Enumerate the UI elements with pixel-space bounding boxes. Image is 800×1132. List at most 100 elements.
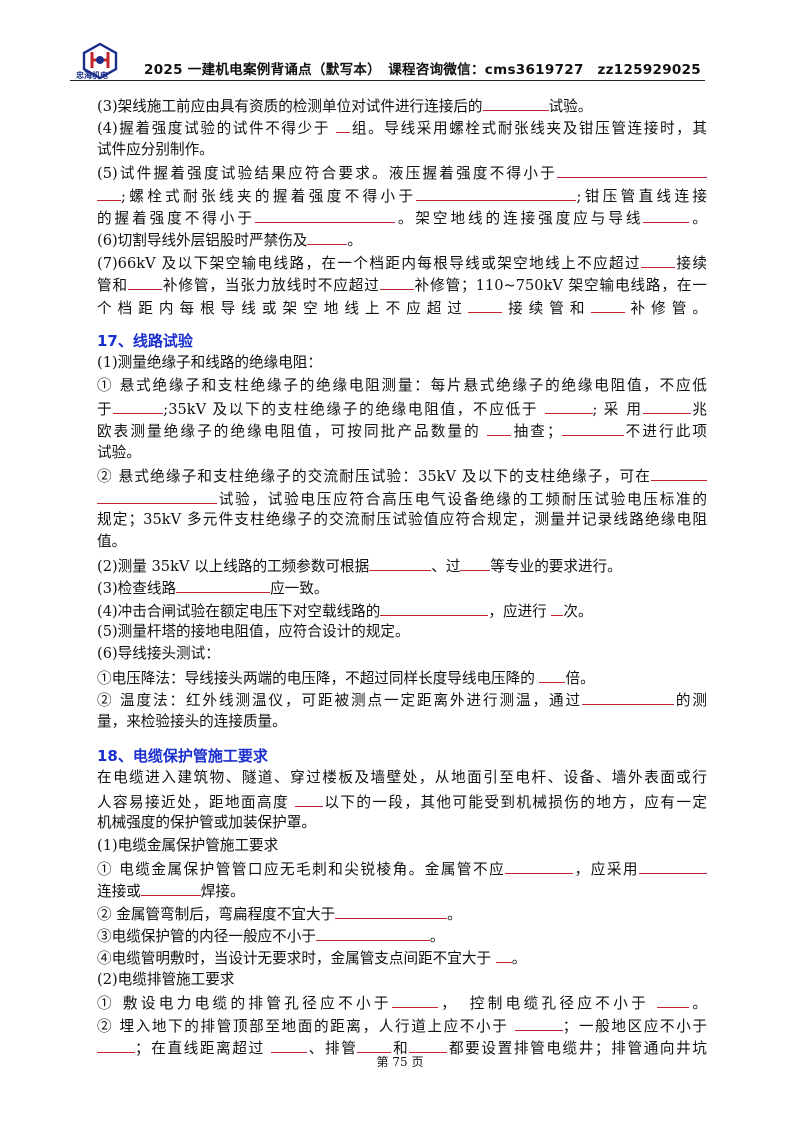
fill-in-blank[interactable] — [295, 790, 324, 807]
line-text: 。 — [447, 905, 462, 923]
text-line: (4)握着强度试验的试件不得少于 组。导线采用螺栓式耐张线夹及钳压管连接时，其 — [97, 116, 707, 138]
line-text: 补修管；110~750kV 架空输电线路，在一 — [413, 277, 707, 295]
fill-in-blank[interactable] — [416, 184, 577, 201]
text-line: 个档距内每根导线或架空地线上不应超过 接续管和 补修管。 — [97, 296, 707, 318]
fill-in-blank[interactable] — [379, 273, 414, 291]
fill-in-blank[interactable] — [641, 251, 676, 268]
fill-in-blank[interactable] — [409, 1036, 448, 1054]
line-text: 在电缆进入建筑物、隧道、穿过楼板及墙壁处，从地面引至电杆、设备、墙外表面或行 — [97, 769, 707, 787]
fill-in-blank[interactable] — [97, 1036, 135, 1054]
line-text: 和 — [391, 1040, 410, 1058]
fill-in-blank[interactable] — [140, 879, 201, 897]
fill-in-blank[interactable] — [315, 924, 430, 942]
line-text: ；一般地区应不小于 — [562, 1017, 707, 1035]
fill-in-blank[interactable] — [544, 397, 593, 415]
fill-in-blank[interactable] — [460, 554, 491, 571]
fill-in-blank[interactable] — [336, 116, 351, 134]
text-line: 在电缆进入建筑物、隧道、穿过楼板及墙壁处，从地面引至电杆、设备、墙外表面或行 — [97, 767, 707, 789]
text-line: (3)检查线路 应一致。 — [97, 576, 707, 598]
fill-in-blank[interactable] — [127, 273, 162, 291]
line-text: ④电缆管明敷时，当设计无要求时，金属管支点间距不宜大于 — [97, 950, 496, 968]
line-text: (4)握着强度试验的试件不得少于 — [97, 120, 337, 138]
line-text: 试验。 — [548, 98, 593, 115]
fill-in-blank[interactable] — [643, 206, 690, 223]
line-text: 。 — [689, 209, 707, 227]
line-text: (7)66kV 及以下架空输电线路，在一个档距内每根导线或架空地线上不应超过 — [97, 254, 642, 272]
fill-in-blank[interactable] — [113, 397, 164, 415]
fill-in-blank[interactable] — [539, 666, 566, 683]
text-line: ② 温度法：红外线测温仪，可距被测点一定距离外进行测温，通过 的测 — [97, 688, 707, 710]
line-text: (1)电缆金属保护管施工要求 — [97, 836, 279, 854]
line-text: ① 电缆金属保护管管口应无毛刺和尖锐棱角。金属管不应 — [97, 860, 506, 878]
line-text: ① 悬式绝缘子和支柱绝缘子的绝缘电阻测量：每片悬式绝缘子的绝缘电阻值，不应低 — [97, 376, 707, 394]
line-text: 值。 — [97, 533, 127, 551]
line-text: (3)检查线路 — [97, 580, 177, 598]
text-line: 的握着强度不得小于 。架空地线的连接强度应与导线 。 — [97, 206, 707, 228]
fill-in-blank[interactable] — [307, 228, 348, 246]
line-text: 。架空地线的连接强度应与导线 — [394, 209, 644, 227]
text-line: ④电缆管明敷时，当设计无要求时，金属管支点间距不宜大于 。 — [97, 946, 707, 968]
fill-in-blank[interactable] — [642, 397, 691, 415]
text-line: (2)电缆排管施工要求 — [97, 969, 707, 991]
line-text: ;35kV 及以下的支柱绝缘子的绝缘电阻值，不应低于 — [163, 401, 545, 419]
fill-in-blank[interactable] — [590, 296, 625, 313]
line-text: 的握着强度不得小于 — [97, 209, 255, 227]
line-text: ② 温度法：红外线测温仪，可距被测点一定距离外进行测温，通过 — [97, 692, 582, 710]
fill-in-blank[interactable] — [581, 688, 674, 706]
text-line: ;螺栓式耐张线夹的握着强度不得小于 ;钳压管直线连接 — [97, 184, 707, 206]
line-text: 接续 — [675, 254, 707, 272]
fill-in-blank[interactable] — [487, 419, 512, 437]
fill-in-blank[interactable] — [380, 599, 489, 616]
line-text: ;钳压管直线连接 — [576, 187, 708, 205]
line-text: ② 金属管弯制后，弯扁程度不宜大于 — [97, 905, 336, 923]
line-text: (2)测量 35kV 以上线路的工频参数可根据 — [97, 557, 370, 575]
fill-in-blank[interactable] — [657, 991, 690, 1009]
section-gap — [97, 318, 707, 330]
fill-in-blank[interactable] — [357, 1036, 392, 1054]
fill-in-blank[interactable] — [495, 946, 512, 964]
text-line: ③电缆保护管的内径一般应不小于 。 — [97, 924, 707, 946]
fill-in-blank[interactable] — [335, 902, 448, 919]
text-line: ② 悬式绝缘子和支柱绝缘子的交流耐压试验：35kV 及以下的支柱绝缘子，可在 — [97, 464, 707, 486]
line-text: 。 — [347, 232, 363, 250]
fill-in-blank[interactable] — [391, 991, 438, 1009]
fill-in-blank[interactable] — [505, 857, 574, 874]
fill-in-blank[interactable] — [254, 206, 395, 223]
fill-in-blank[interactable] — [651, 464, 707, 482]
line-text: 补修管，当张力放线时不应超过 — [161, 277, 380, 295]
line-text: 人容易接近处，距地面高度 — [97, 793, 296, 811]
section-gap — [97, 733, 707, 745]
fill-in-blank[interactable] — [468, 296, 503, 313]
line-text: 抽查； — [511, 423, 562, 441]
text-line: 量，来检验接头的连接质量。 — [97, 711, 707, 733]
fill-in-blank[interactable] — [561, 419, 624, 437]
section-heading-17: 17、线路试验 — [97, 331, 193, 350]
text-line: ① 电缆金属保护管管口应无毛刺和尖锐棱角。金属管不应 ，应采用 — [97, 857, 707, 879]
line-text: (6)切割导线外层铝股时严禁伤及 — [97, 232, 308, 250]
fill-in-blank[interactable] — [176, 576, 271, 594]
fill-in-blank[interactable] — [557, 161, 707, 179]
page-header: 忠海机电 2025 一建机电案例背诵点（默写本） 课程咨询微信：cms36197… — [70, 40, 705, 81]
fill-in-blank[interactable] — [97, 184, 121, 201]
text-line: (5)测量杆塔的接地电阻值，应符合设计的规定。 — [97, 621, 707, 643]
fill-in-blank[interactable] — [97, 487, 217, 504]
line-text: (1)测量绝缘子和线路的绝缘电阻： — [97, 354, 322, 372]
text-line: ② 金属管弯制后，弯扁程度不宜大于 。 — [97, 902, 707, 924]
text-line: 于 ;35kV 及以下的支柱绝缘子的绝缘电阻值，不应低于 ; 采 用 兆 — [97, 397, 707, 419]
line-text: 、排管 — [307, 1040, 358, 1058]
text-line: 连接或 焊接。 — [97, 879, 707, 901]
line-text: 应一致。 — [270, 580, 329, 598]
fill-in-blank[interactable] — [638, 857, 707, 874]
line-text: 试件应分别制作。 — [97, 140, 214, 158]
line-text: 。 — [429, 928, 445, 946]
fill-in-blank[interactable] — [551, 599, 564, 616]
fill-in-blank[interactable] — [369, 554, 432, 571]
text-line: 试验，试验电压应符合高压电气设备绝缘的工频耐压试验电压标准的 — [97, 487, 707, 509]
text-line: (4)冲击合闸试验在额定电压下对空载线路的 ，应进行 次。 — [97, 599, 707, 621]
text-line: (6)导线接头测试： — [97, 643, 707, 665]
fill-in-blank[interactable] — [271, 1036, 308, 1054]
fill-in-blank[interactable] — [514, 1014, 563, 1031]
header-contact: 课程咨询微信：cms3619727 zz125929025 — [388, 62, 701, 78]
fill-in-blank[interactable] — [482, 94, 549, 111]
line-text: (4)冲击合闸试验在额定电压下对空载线路的 — [97, 602, 381, 620]
